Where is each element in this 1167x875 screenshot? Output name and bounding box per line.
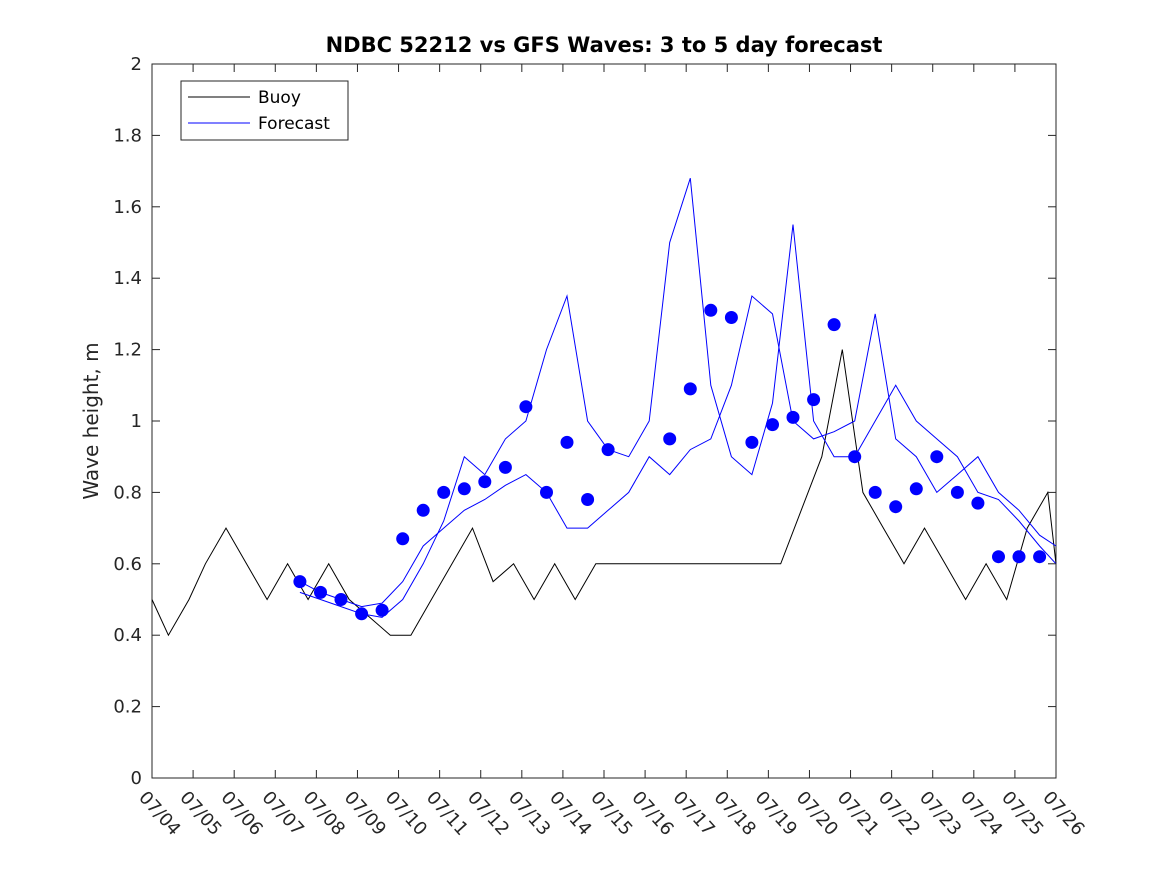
forecast-marker	[930, 450, 944, 464]
y-tick-label: 1.8	[113, 125, 142, 146]
forecast-marker	[540, 485, 553, 499]
forecast-marker	[827, 318, 841, 332]
plot-layer	[151, 178, 1057, 637]
forecast-marker	[1033, 550, 1047, 564]
forecast-marker	[601, 443, 615, 457]
forecast-marker	[704, 303, 718, 317]
forecast-marker	[314, 585, 327, 599]
forecast-marker	[992, 550, 1005, 564]
plot-area	[151, 63, 1057, 779]
forecast-marker	[745, 435, 759, 449]
forecast-marker	[950, 485, 964, 499]
legend-label-forecast: Forecast	[258, 114, 330, 134]
y-tick-label: 1.2	[113, 340, 142, 361]
y-tick-label: 0.4	[113, 625, 142, 646]
y-tick-label: 1.6	[113, 197, 142, 218]
y-axis-label: Wave height, m	[79, 342, 103, 499]
forecast-marker	[724, 311, 738, 324]
forecast-marker	[889, 500, 903, 514]
forecast-marker	[786, 410, 800, 424]
forecast-marker	[848, 450, 862, 464]
forecast-marker	[519, 400, 533, 414]
y-tick-label: 2	[131, 54, 142, 75]
forecast-marker	[1012, 550, 1026, 564]
y-tick-label: 0.8	[113, 482, 142, 503]
y-tick-label: 1.4	[113, 268, 142, 289]
series-line-2-forecast	[299, 178, 1057, 618]
legend-label-buoy: Buoy	[258, 88, 301, 108]
y-tick-label: 0.2	[113, 697, 142, 718]
forecast-marker	[437, 485, 451, 499]
forecast-marker	[293, 575, 307, 589]
forecast-marker	[663, 432, 677, 446]
forecast-marker	[478, 475, 492, 489]
forecast-marker	[334, 593, 348, 606]
forecast-marker	[355, 607, 369, 621]
forecast-marker	[581, 493, 595, 506]
chart-title: NDBC 52212 vs GFS Waves: 3 to 5 day fore…	[326, 33, 883, 57]
forecast-marker	[375, 603, 389, 617]
series-line-1-forecast	[299, 295, 1057, 608]
forecast-marker	[807, 393, 821, 407]
forecast-marker	[416, 503, 430, 517]
forecast-marker	[498, 460, 512, 474]
legend-box	[180, 80, 349, 141]
y-tick-label: 0.6	[113, 554, 142, 575]
forecast-marker	[560, 435, 574, 449]
forecast-marker	[971, 496, 985, 510]
forecast-marker	[457, 482, 471, 496]
forecast-marker	[909, 482, 923, 496]
forecast-marker	[396, 532, 410, 546]
y-tick-label: 0	[131, 768, 142, 789]
forecast-marker	[868, 485, 882, 499]
legend: Buoy Forecast	[180, 80, 349, 141]
forecast-marker	[683, 382, 697, 396]
y-tick-label: 1	[131, 411, 142, 432]
forecast-marker	[766, 418, 779, 432]
